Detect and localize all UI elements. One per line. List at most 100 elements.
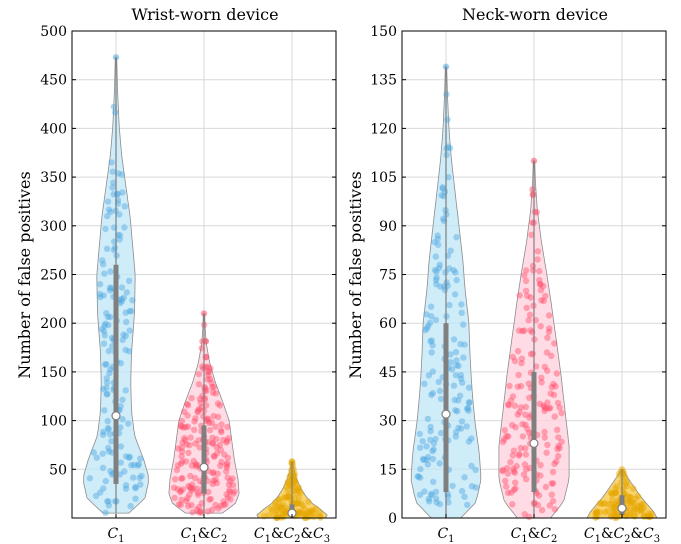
wrist-data-point xyxy=(107,268,114,275)
wrist-data-point xyxy=(284,494,291,501)
neck-data-point xyxy=(526,414,533,421)
neck-data-point xyxy=(434,235,442,243)
neck-data-point xyxy=(597,500,604,507)
wrist-data-point xyxy=(276,496,284,503)
neck-data-point xyxy=(515,327,523,334)
wrist-data-point xyxy=(130,474,137,481)
neck-data-point xyxy=(424,453,432,461)
wrist-category-label: C1&C2 xyxy=(181,526,228,544)
neck-data-point xyxy=(416,430,423,438)
neck-data-point xyxy=(541,407,548,415)
neck-data-point xyxy=(472,466,479,474)
neck-data-point xyxy=(548,480,555,487)
wrist-data-point xyxy=(226,488,234,496)
wrist-data-point xyxy=(230,490,237,497)
neck-data-point xyxy=(546,502,553,509)
wrist-median-1 xyxy=(111,411,121,421)
neck-data-point xyxy=(465,384,473,391)
neck-data-point xyxy=(626,493,634,501)
wrist-data-point xyxy=(282,509,289,516)
neck-data-point xyxy=(611,506,618,513)
neck-data-point xyxy=(428,349,435,356)
neck-ytick-label: 60 xyxy=(379,316,397,332)
wrist-data-point xyxy=(213,435,220,443)
wrist-data-point xyxy=(105,502,113,509)
neck-data-point xyxy=(447,247,454,254)
neck-data-point xyxy=(521,327,528,334)
neck-data-point xyxy=(432,495,440,502)
wrist-data-point xyxy=(209,480,216,488)
neck-data-point xyxy=(452,429,460,436)
neck-data-point xyxy=(529,262,537,270)
wrist-data-point xyxy=(187,472,194,480)
wrist-data-point xyxy=(104,424,112,432)
neck-data-point xyxy=(558,438,565,446)
wrist-data-point xyxy=(126,327,133,334)
wrist-data-point xyxy=(205,368,212,376)
wrist-data-point xyxy=(193,485,201,492)
wrist-data-point xyxy=(212,423,219,430)
wrist-data-point xyxy=(103,384,110,391)
wrist-violin-3 xyxy=(256,458,328,521)
neck-data-point xyxy=(605,501,612,508)
wrist-data-point xyxy=(195,503,203,511)
neck-data-point xyxy=(608,500,615,508)
wrist-data-point xyxy=(316,510,323,517)
wrist-data-point xyxy=(297,489,304,496)
neck-data-point xyxy=(521,272,528,279)
wrist-data-point xyxy=(105,347,113,355)
neck-data-point xyxy=(544,399,551,406)
neck-data-point xyxy=(548,384,556,391)
wrist-data-point xyxy=(298,500,305,508)
neck-data-point xyxy=(522,403,529,411)
neck-data-point xyxy=(556,404,563,411)
wrist-data-point xyxy=(217,446,224,454)
wrist-data-point xyxy=(184,402,192,409)
neck-data-point xyxy=(504,465,511,472)
wrist-data-point xyxy=(194,491,202,499)
neck-data-point xyxy=(553,458,560,465)
neck-data-point xyxy=(504,470,512,477)
neck-data-point xyxy=(433,268,440,275)
wrist-data-point xyxy=(203,402,210,409)
wrist-data-point xyxy=(223,491,230,498)
neck-data-point xyxy=(499,438,507,446)
neck-data-point xyxy=(446,145,454,152)
wrist-data-point xyxy=(275,497,283,504)
wrist-data-point xyxy=(211,453,218,460)
neck-data-point xyxy=(544,334,551,341)
wrist-data-point xyxy=(117,459,124,466)
wrist-data-point xyxy=(125,454,133,461)
wrist-data-point xyxy=(107,467,114,475)
wrist-data-point xyxy=(220,436,227,444)
neck-data-point xyxy=(540,297,547,305)
neck-data-point xyxy=(610,508,617,516)
wrist-data-point xyxy=(185,449,192,457)
neck-data-point xyxy=(452,269,459,276)
wrist-data-point xyxy=(102,225,109,233)
neck-data-point xyxy=(432,435,439,443)
neck-data-point xyxy=(432,253,439,260)
wrist-data-point xyxy=(189,487,196,494)
neck-data-point xyxy=(426,498,433,505)
wrist-data-point xyxy=(102,320,109,327)
neck-ytick-label: 105 xyxy=(370,170,397,186)
neck-data-point xyxy=(463,423,470,430)
wrist-data-point xyxy=(281,493,289,500)
wrist-data-point xyxy=(101,270,108,277)
neck-data-point xyxy=(551,413,558,420)
wrist-data-point xyxy=(122,387,129,394)
wrist-data-point xyxy=(103,379,111,386)
wrist-data-point xyxy=(96,281,104,288)
neck-data-point xyxy=(421,488,428,495)
wrist-data-point xyxy=(103,361,110,368)
neck-data-point xyxy=(427,428,434,435)
wrist-data-point xyxy=(209,383,216,391)
wrist-data-point xyxy=(197,508,204,515)
wrist-data-point xyxy=(125,348,133,355)
neck-data-point xyxy=(457,425,465,432)
wrist-data-point xyxy=(199,392,206,400)
wrist-data-point xyxy=(125,420,132,427)
neck-data-point xyxy=(510,447,518,454)
neck-data-point xyxy=(440,215,447,223)
